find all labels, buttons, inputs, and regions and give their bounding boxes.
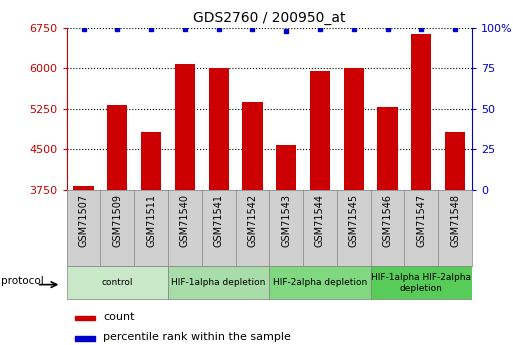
Text: control: control bbox=[102, 278, 133, 287]
Text: GSM71542: GSM71542 bbox=[247, 194, 258, 247]
Text: GSM71545: GSM71545 bbox=[349, 194, 359, 247]
Bar bbox=[73, 186, 94, 190]
Text: percentile rank within the sample: percentile rank within the sample bbox=[103, 332, 291, 342]
Bar bbox=[378, 107, 398, 190]
Text: GSM71540: GSM71540 bbox=[180, 194, 190, 247]
Bar bbox=[141, 132, 161, 190]
Text: HIF-1alpha depletion: HIF-1alpha depletion bbox=[171, 278, 266, 287]
Text: GSM71546: GSM71546 bbox=[383, 194, 392, 247]
Text: GSM71507: GSM71507 bbox=[78, 194, 89, 247]
Text: GSM71511: GSM71511 bbox=[146, 194, 156, 247]
Text: HIF-2alpha depletion: HIF-2alpha depletion bbox=[273, 278, 367, 287]
Bar bbox=[310, 71, 330, 190]
Bar bbox=[411, 33, 431, 190]
Bar bbox=[175, 64, 195, 190]
Bar bbox=[67, 266, 168, 299]
Bar bbox=[168, 266, 269, 299]
Text: count: count bbox=[103, 312, 135, 322]
Bar bbox=[75, 316, 95, 320]
Bar bbox=[107, 106, 127, 190]
Bar bbox=[75, 336, 95, 341]
Bar bbox=[242, 102, 263, 190]
Text: GSM71541: GSM71541 bbox=[214, 194, 224, 247]
Title: GDS2760 / 200950_at: GDS2760 / 200950_at bbox=[193, 11, 346, 25]
Text: GSM71544: GSM71544 bbox=[315, 194, 325, 247]
Bar bbox=[370, 266, 472, 299]
Text: GSM71509: GSM71509 bbox=[112, 194, 122, 247]
Text: GSM71543: GSM71543 bbox=[281, 194, 291, 247]
Bar bbox=[445, 132, 465, 190]
Bar bbox=[344, 68, 364, 190]
Text: GSM71547: GSM71547 bbox=[417, 194, 426, 247]
Text: HIF-1alpha HIF-2alpha
depletion: HIF-1alpha HIF-2alpha depletion bbox=[371, 273, 471, 293]
Bar bbox=[276, 145, 297, 190]
Text: GSM71548: GSM71548 bbox=[450, 194, 460, 247]
Bar bbox=[208, 68, 229, 190]
Text: protocol: protocol bbox=[2, 276, 44, 286]
Bar bbox=[269, 266, 370, 299]
